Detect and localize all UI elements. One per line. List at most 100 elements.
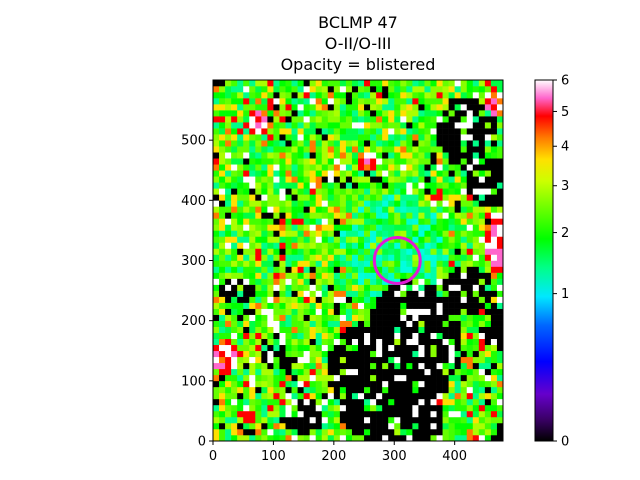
heatmap-cell — [370, 272, 377, 279]
heatmap-cell — [472, 374, 480, 382]
heatmap-cell — [255, 368, 262, 376]
heatmap-cell — [436, 338, 443, 346]
heatmap-cell — [243, 116, 250, 123]
heatmap-cell — [261, 116, 268, 123]
heatmap-cell — [255, 296, 262, 303]
heatmap-cell — [237, 176, 244, 183]
heatmap-cell — [213, 206, 220, 213]
heatmap-cell — [291, 218, 298, 225]
heatmap-cell — [412, 236, 419, 243]
heatmap-cell — [213, 164, 220, 171]
x-tick-label: 400 — [442, 449, 467, 464]
heatmap-cell — [466, 422, 474, 430]
heatmap-cell — [478, 140, 486, 147]
heatmap-cell — [382, 344, 389, 352]
heatmap-cell — [231, 404, 238, 412]
heatmap-cell — [267, 92, 274, 99]
heatmap-cell — [376, 152, 383, 159]
heatmap-cell — [484, 404, 492, 412]
heatmap-cell — [267, 242, 274, 249]
heatmap-cell — [285, 194, 292, 201]
heatmap-cell — [285, 266, 292, 273]
heatmap-cell — [472, 80, 480, 87]
heatmap-cell — [454, 374, 462, 382]
heatmap-cell — [303, 218, 310, 225]
heatmap-cell — [430, 296, 437, 303]
heatmap-cell — [231, 380, 238, 388]
heatmap-cell — [309, 332, 317, 340]
heatmap-cell — [418, 122, 425, 129]
heatmap-cell — [255, 326, 262, 333]
heatmap-cell — [484, 380, 492, 388]
heatmap-cell — [267, 386, 274, 394]
heatmap-cell — [321, 344, 329, 352]
heatmap-cell — [472, 104, 480, 111]
heatmap-cell — [309, 368, 317, 376]
heatmap-cell — [490, 152, 498, 159]
heatmap-cell — [364, 296, 371, 303]
heatmap-cell — [478, 362, 486, 370]
heatmap-cell — [351, 410, 359, 418]
heatmap-cell — [279, 230, 286, 237]
heatmap-cell — [279, 164, 286, 171]
heatmap-cell — [376, 374, 383, 382]
heatmap-cell — [370, 398, 377, 406]
heatmap-cell — [472, 392, 480, 400]
heatmap-cell — [490, 296, 498, 303]
heatmap-cell — [400, 158, 407, 165]
heatmap-cell — [255, 164, 262, 171]
heatmap-cell — [219, 272, 226, 279]
heatmap-cell — [418, 182, 425, 189]
heatmap-cell — [333, 104, 341, 111]
heatmap-cell — [466, 338, 474, 346]
heatmap-cell — [327, 254, 335, 261]
heatmap-cell — [333, 386, 341, 394]
heatmap-cell — [376, 182, 383, 189]
heatmap-cell — [454, 230, 462, 237]
heatmap-cell — [478, 266, 486, 273]
heatmap-cell — [261, 302, 268, 309]
heatmap-cell — [297, 80, 304, 87]
heatmap-cell — [448, 152, 455, 159]
heatmap-cell — [219, 404, 226, 412]
heatmap-cell — [225, 344, 232, 352]
heatmap-cell — [496, 224, 503, 231]
heatmap-cell — [490, 302, 498, 309]
heatmap-cell — [460, 188, 468, 195]
heatmap-cell — [303, 416, 310, 424]
heatmap-cell — [424, 302, 431, 309]
heatmap-cell — [213, 386, 220, 394]
heatmap-cell — [345, 416, 353, 424]
heatmap-cell — [219, 416, 226, 424]
heatmap-cell — [327, 338, 335, 346]
heatmap-cell — [297, 254, 304, 261]
heatmap-cell — [478, 278, 486, 285]
heatmap-cell — [448, 80, 455, 87]
heatmap-cell — [430, 80, 437, 87]
heatmap-cell — [370, 266, 377, 273]
heatmap-cell — [225, 188, 232, 195]
heatmap-cell — [219, 80, 226, 87]
heatmap-cell — [418, 374, 425, 382]
heatmap-cell — [454, 416, 462, 424]
colorbar-tick-label: 3 — [561, 179, 569, 194]
heatmap-cell — [315, 404, 323, 412]
heatmap-cell — [400, 290, 407, 297]
heatmap-cell — [400, 362, 407, 370]
heatmap-cell — [496, 194, 503, 201]
heatmap-cell — [303, 206, 310, 213]
heatmap-cell — [472, 260, 480, 267]
heatmap-cell — [496, 188, 503, 195]
heatmap-cell — [370, 98, 377, 105]
heatmap-cell — [351, 326, 359, 333]
heatmap-cell — [321, 182, 329, 189]
heatmap-cell — [358, 98, 365, 105]
heatmap-cell — [243, 176, 250, 183]
heatmap-cell — [243, 398, 250, 406]
heatmap-cell — [243, 164, 250, 171]
heatmap-cell — [472, 122, 480, 129]
heatmap-cell — [273, 296, 280, 303]
heatmap-cell — [237, 158, 244, 165]
heatmap-cell — [418, 104, 425, 111]
heatmap-cell — [460, 266, 468, 273]
